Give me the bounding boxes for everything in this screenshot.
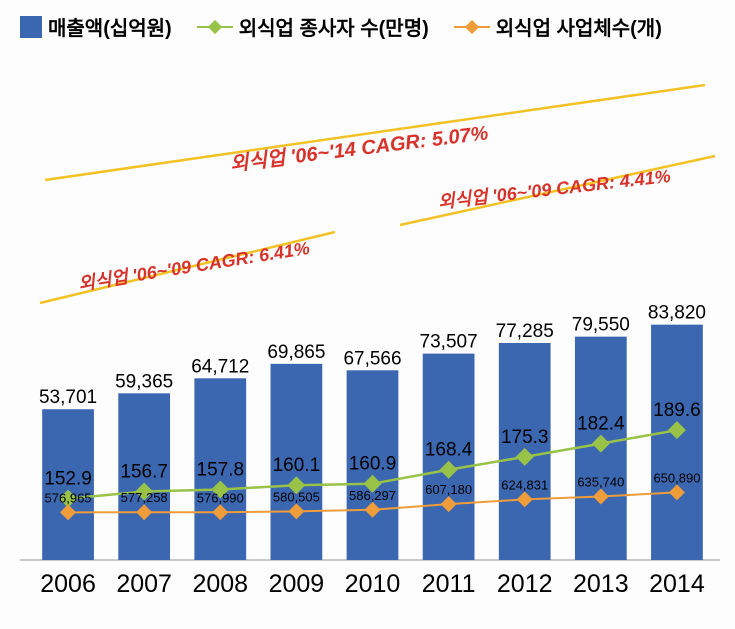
x-axis-label: 2012 [487,570,563,599]
bar-label: 53,701 [39,387,97,408]
series-label: 635,740 [577,474,624,489]
legend-swatch-bar [20,16,42,38]
legend-swatch-line2 [454,26,490,28]
series-label: 168.4 [425,440,473,461]
chart-svg: 53,701 59,365 64,712 69,865 67,566 73,507 77,2… [0,0,735,629]
bar-label: 64,712 [191,356,249,377]
legend: 매출액(십억원) 외식업 종사자 수(만명) 외식업 사업체수(개) [0,12,735,41]
bar-label: 67,566 [343,348,401,369]
bar-label: 83,820 [648,303,706,324]
series-label: 160.1 [273,455,321,476]
series-label: 182.4 [577,414,625,435]
bar-label: 73,507 [420,332,478,353]
legend-label-line1: 외식업 종사자 수(만명) [239,12,429,41]
x-axis-labels: 200620072008200920102011201220132014 [30,570,715,599]
bar [651,325,703,560]
chart-container: 매출액(십억원) 외식업 종사자 수(만명) 외식업 사업체수(개) 53,70… [0,0,735,629]
series-label: 650,890 [653,470,700,485]
series-label: 586,297 [349,488,396,503]
series-label: 577,258 [121,490,168,505]
annotation-line [45,85,705,180]
annotation-text: 외식업 '06~'09 CAGR: 4.41% [437,166,672,212]
series-label: 152.9 [44,469,92,490]
series-label: 580,505 [273,489,320,504]
bar-label: 69,865 [267,342,325,363]
annotation-text: 외식업 '06~'09 CAGR: 6.41% [77,238,311,294]
bar-label: 77,285 [496,321,554,342]
x-axis-label: 2007 [106,570,182,599]
series-label: 189.6 [653,400,701,421]
legend-item-line1: 외식업 종사자 수(만명) [197,12,429,41]
series-label: 156.7 [120,462,168,483]
x-axis-label: 2006 [30,570,106,599]
legend-item-line2: 외식업 사업체수(개) [454,12,662,41]
annotation-text: 외식업 '06~'14 CAGR: 5.07% [229,122,490,176]
series-label: 576,990 [197,490,244,505]
x-axis-label: 2008 [182,570,258,599]
x-axis-label: 2009 [258,570,334,599]
series-label: 624,831 [501,477,548,492]
x-axis-label: 2011 [411,570,487,599]
series-label: 175.3 [501,427,549,448]
x-axis-label: 2013 [563,570,639,599]
legend-label-line2: 외식업 사업체수(개) [496,12,662,41]
x-axis-label: 2010 [334,570,410,599]
series-label: 157.8 [197,459,245,480]
legend-label-bar: 매출액(십억원) [48,12,172,41]
legend-item-bar: 매출액(십억원) [20,12,172,41]
x-axis-label: 2014 [639,570,715,599]
series-label: 576,965 [45,490,92,505]
bar-label: 59,365 [115,371,173,392]
legend-swatch-line1 [197,26,233,28]
series-label: 607,180 [425,482,472,497]
bar-label: 79,550 [572,315,630,336]
series-label: 160.9 [349,454,397,475]
